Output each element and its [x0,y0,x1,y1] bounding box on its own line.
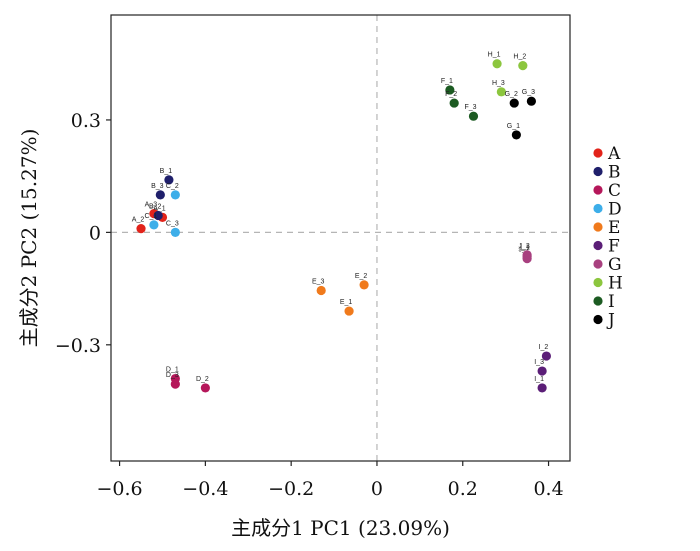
point-label: B_3 [151,183,164,190]
x-tick-label: −0.6 [97,478,143,500]
point-label: C_1 [144,213,157,220]
point-label: D_2 [196,376,209,383]
legend-marker-e [593,222,603,232]
point-g-1 [511,130,521,140]
point-g-3 [526,96,536,106]
point-label: J_3 [518,243,529,250]
point-label: A_1 [153,205,166,212]
point-e-2 [359,280,369,290]
legend-marker-i [593,296,603,306]
point-i-1 [537,383,547,393]
plot-frame [110,14,571,462]
point-c-2 [170,190,180,200]
point-f-3 [468,111,479,121]
point-i-2 [541,351,552,361]
point-label: H_3 [492,80,505,87]
legend-marker-c [593,185,603,195]
point-label: I_2 [539,344,549,351]
point-c-3 [170,227,180,237]
y-axis-ticks: −0.3 0 0.3 [55,110,111,357]
point-e-3 [316,285,326,296]
x-tick-label: −0.2 [268,478,314,500]
point-label: C_3 [166,220,179,227]
legend-marker-b [593,166,603,177]
data-points: A_1 A_2 A_3 B_1 B_2 B_3 D_1D_3 D_2 C_1 C_2 C_3 E_1 E… [132,52,552,393]
point-label: F_2 [445,91,457,98]
point-b-3 [155,190,165,200]
point-h-2 [518,60,528,71]
point-f-2 [449,98,459,108]
point-e-1 [344,306,354,316]
x-tick-label: 0.2 [448,478,478,500]
point-label: D_3 [166,372,179,379]
point-h-1 [492,59,502,69]
point-label: E_2 [355,273,368,280]
point-label: E_1 [340,299,353,306]
legend-label-c: C [608,181,621,201]
point-d-2 [200,383,210,393]
legend-label-g: G [608,255,622,275]
point-label: I_1 [534,376,544,383]
legend-marker-h [593,277,603,288]
legend-label-a: A [607,144,621,164]
legend-marker-d [593,203,603,214]
point-label: E_3 [312,278,325,285]
point-a-2 [136,224,146,234]
point-label: D_1 [166,367,179,374]
point-label: B_1 [160,168,173,175]
legend-marker-j [593,314,603,325]
point-label: F_3 [464,104,476,111]
y-tick-label: 0.3 [71,110,101,132]
x-axis-title: 主成分1 PC1 (23.09%) [231,516,450,540]
point-label: H_2 [513,54,526,61]
legend-label-i: I [608,292,615,312]
point-d-3 [170,379,180,389]
x-axis-ticks: −0.6 −0.4 −0.2 0 0.2 0.4 [97,461,564,500]
point-label: A_3 [145,202,158,209]
point-c-1 [149,220,159,230]
legend-label-b: B [608,163,621,183]
point-label: J_2 [518,247,529,254]
y-tick-label: 0 [89,222,101,244]
point-i-3 [537,366,547,376]
point-g-2 [509,98,519,108]
legend-label-f: F [608,237,620,257]
legend-marker-a [593,148,603,158]
x-tick-label: −0.4 [182,478,228,500]
point-label: H_1 [488,52,501,59]
point-label: G_3 [522,89,535,96]
point-label: G_2 [505,91,518,98]
point-j-3 [522,250,532,260]
x-tick-label: 0.4 [533,478,563,500]
legend-label-h: H [608,274,623,294]
point-h-3 [496,87,506,97]
legend-label-d: D [608,200,622,220]
x-tick-label: 0 [371,478,383,500]
point-b-2 [153,210,163,221]
legend-label-e: E [608,218,620,238]
legend-label-j: J [606,311,615,331]
point-label: I_3 [534,359,544,366]
point-f-1 [445,85,455,95]
point-label: A_2 [132,217,145,224]
y-tick-label: −0.3 [55,335,101,357]
point-label: G_1 [507,123,520,130]
point-label: F_1 [441,78,453,85]
legend-marker-f [593,240,603,251]
y-axis-title: 主成分2 PC2 (15.27%) [17,129,41,348]
legend-marker-g [593,259,603,269]
point-b-1 [164,175,174,185]
point-label: J_1 [518,245,529,252]
point-label: C_2 [166,183,179,190]
point-label: B_2 [149,204,162,211]
